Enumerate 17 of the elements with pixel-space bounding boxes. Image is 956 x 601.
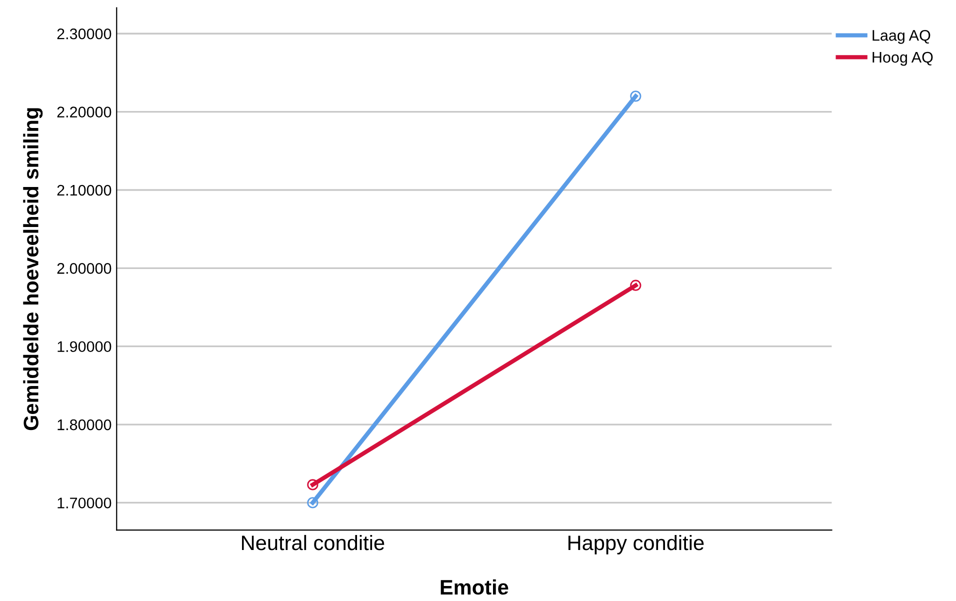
y-tick-label: 1.90000 (58, 341, 112, 352)
point (307, 497, 318, 508)
point (307, 479, 318, 490)
x-axis-title: Emotie (440, 579, 508, 595)
y-tick-label: 2.00000 (57, 263, 112, 274)
y-tick-label: 1.70000 (58, 498, 112, 508)
y-axis-title: Gemiddelde hoeveelheid smiling (23, 108, 43, 430)
point (630, 90, 642, 102)
point (630, 280, 642, 291)
y-tick-label: 2.10000 (57, 184, 112, 196)
y-tick-label: 2.30000 (57, 28, 112, 40)
legend-label: Laag AQ (872, 30, 930, 44)
x-tick-label: Neutral conditie (242, 534, 384, 550)
y-tick-label: 2.20000 (57, 106, 112, 118)
x-tick-label: Happy conditie (568, 534, 704, 554)
y-tick-label: 1.80000 (58, 419, 112, 430)
legend-label: Hoog AQ (872, 52, 933, 66)
